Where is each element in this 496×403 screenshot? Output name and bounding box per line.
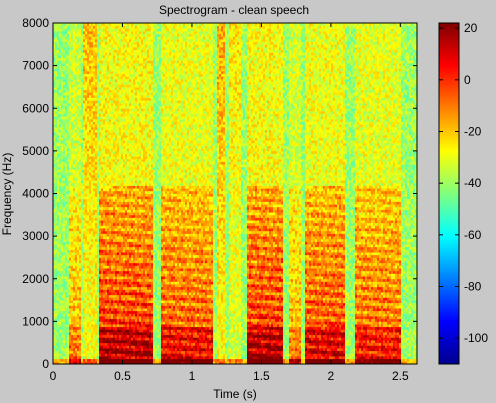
- spectrogram-cells: [53, 23, 417, 364]
- chart-title: Spectrogram - clean speech: [159, 3, 309, 17]
